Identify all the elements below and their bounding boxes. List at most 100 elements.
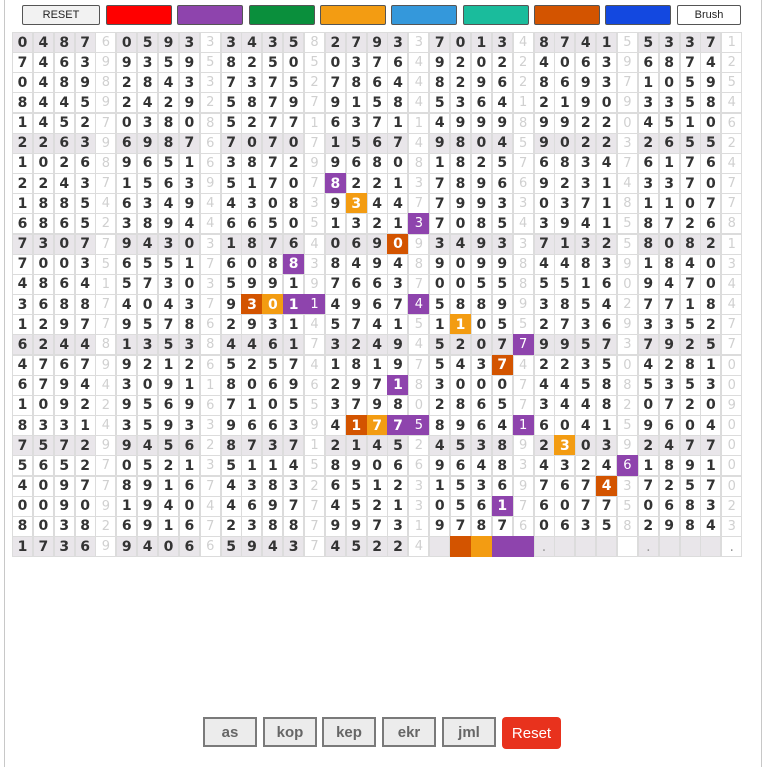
- grid-cell[interactable]: 9: [533, 112, 555, 134]
- grid-cell[interactable]: 2: [345, 173, 367, 195]
- separator-cell[interactable]: 7: [721, 334, 743, 356]
- separator-cell[interactable]: 9: [95, 495, 117, 517]
- grid-cell[interactable]: 7: [387, 415, 409, 437]
- separator-cell[interactable]: 4: [721, 273, 743, 295]
- separator-cell[interactable]: 9: [721, 394, 743, 416]
- grid-cell[interactable]: 1: [12, 536, 33, 557]
- grid-cell[interactable]: 0: [116, 32, 138, 53]
- grid-cell[interactable]: 9: [450, 415, 472, 437]
- grid-cell[interactable]: 6: [470, 92, 492, 114]
- grid-cell[interactable]: 4: [575, 213, 597, 235]
- grid-cell[interactable]: 9: [533, 132, 555, 154]
- grid-cell[interactable]: 8: [262, 515, 284, 537]
- grid-cell[interactable]: 8: [137, 213, 159, 235]
- grid-cell[interactable]: 8: [679, 354, 701, 376]
- grid-cell[interactable]: 5: [158, 334, 180, 356]
- grid-cell[interactable]: 8: [241, 233, 263, 255]
- grid-cell[interactable]: 5: [387, 435, 409, 457]
- separator-cell[interactable]: 5: [616, 233, 638, 255]
- grid-cell[interactable]: 3: [178, 415, 200, 437]
- separator-cell[interactable]: 4: [304, 233, 326, 255]
- grid-cell[interactable]: 4: [220, 495, 242, 517]
- separator-cell[interactable]: 2: [721, 52, 743, 74]
- grid-cell[interactable]: 9: [366, 233, 388, 255]
- grid-cell[interactable]: 8: [366, 152, 388, 174]
- grid-cell[interactable]: 6: [262, 415, 284, 437]
- separator-cell[interactable]: 7: [304, 132, 326, 154]
- grid-cell[interactable]: 9: [178, 92, 200, 114]
- grid-cell[interactable]: 9: [491, 294, 513, 316]
- separator-cell[interactable]: 3: [408, 32, 430, 53]
- grid-cell[interactable]: 4: [74, 374, 96, 396]
- grid-cell[interactable]: 9: [158, 374, 180, 396]
- grid-cell[interactable]: 7: [679, 152, 701, 174]
- grid-cell[interactable]: 4: [12, 475, 33, 497]
- grid-cell[interactable]: 0: [450, 253, 472, 275]
- grid-cell[interactable]: 5: [575, 374, 597, 396]
- grid-cell[interactable]: 9: [137, 475, 159, 497]
- grid-cell[interactable]: 4: [32, 112, 54, 134]
- grid-cell[interactable]: 3: [637, 314, 659, 336]
- grid-cell[interactable]: 0: [491, 374, 513, 396]
- grid-cell[interactable]: 9: [575, 92, 597, 114]
- grid-cell[interactable]: 1: [387, 495, 409, 517]
- grid-cell[interactable]: 1: [387, 374, 409, 396]
- separator-cell[interactable]: 6: [616, 455, 638, 477]
- grid-cell[interactable]: 4: [366, 435, 388, 457]
- separator-cell[interactable]: 9: [95, 92, 117, 114]
- grid-cell[interactable]: 2: [32, 314, 54, 336]
- grid-cell[interactable]: 9: [658, 515, 680, 537]
- brush-button[interactable]: Brush: [677, 5, 741, 25]
- separator-cell[interactable]: 2: [721, 132, 743, 154]
- grid-cell[interactable]: [596, 536, 618, 557]
- grid-cell[interactable]: 9: [74, 72, 96, 94]
- grid-cell[interactable]: 2: [220, 314, 242, 336]
- grid-cell[interactable]: 7: [32, 354, 54, 376]
- grid-cell[interactable]: 3: [575, 152, 597, 174]
- grid-cell[interactable]: 8: [53, 294, 75, 316]
- grid-cell[interactable]: 1: [12, 314, 33, 336]
- grid-cell[interactable]: 0: [554, 52, 576, 74]
- grid-cell[interactable]: 4: [554, 374, 576, 396]
- grid-cell[interactable]: 7: [366, 374, 388, 396]
- color-swatch[interactable]: [319, 5, 386, 25]
- separator-cell[interactable]: 8: [721, 213, 743, 235]
- grid-cell[interactable]: 8: [450, 173, 472, 195]
- grid-cell[interactable]: 3: [491, 193, 513, 215]
- grid-cell[interactable]: 8: [679, 515, 701, 537]
- separator-cell[interactable]: 1: [304, 435, 326, 457]
- grid-cell[interactable]: 5: [53, 455, 75, 477]
- grid-cell[interactable]: 7: [700, 193, 722, 215]
- grid-cell[interactable]: 2: [12, 173, 33, 195]
- grid-cell[interactable]: 4: [387, 72, 409, 94]
- separator-cell[interactable]: 4: [199, 495, 221, 517]
- grid-cell[interactable]: 9: [241, 536, 263, 557]
- grid-cell[interactable]: 1: [12, 152, 33, 174]
- grid-cell[interactable]: 6: [450, 455, 472, 477]
- grid-cell[interactable]: 4: [53, 334, 75, 356]
- grid-cell[interactable]: 8: [241, 152, 263, 174]
- grid-cell[interactable]: 6: [116, 253, 138, 275]
- grid-cell[interactable]: 0: [178, 495, 200, 517]
- grid-cell[interactable]: 6: [637, 152, 659, 174]
- grid-cell[interactable]: 3: [178, 32, 200, 53]
- grid-cell[interactable]: 2: [74, 435, 96, 457]
- grid-cell[interactable]: 9: [116, 354, 138, 376]
- separator-cell[interactable]: 4: [512, 32, 534, 53]
- grid-cell[interactable]: 4: [637, 354, 659, 376]
- grid-cell[interactable]: 7: [345, 394, 367, 416]
- grid-cell[interactable]: 4: [32, 92, 54, 114]
- separator-cell[interactable]: 9: [95, 132, 117, 154]
- grid-cell[interactable]: 2: [658, 354, 680, 376]
- grid-cell[interactable]: 7: [32, 374, 54, 396]
- grid-cell[interactable]: 2: [637, 515, 659, 537]
- grid-cell[interactable]: 8: [283, 515, 305, 537]
- separator-cell[interactable]: 4: [408, 72, 430, 94]
- grid-cell[interactable]: 0: [637, 394, 659, 416]
- grid-cell[interactable]: 2: [137, 354, 159, 376]
- separator-cell[interactable]: 4: [408, 52, 430, 74]
- separator-cell[interactable]: 7: [721, 173, 743, 195]
- grid-cell[interactable]: 6: [74, 536, 96, 557]
- grid-cell[interactable]: 4: [74, 334, 96, 356]
- grid-cell[interactable]: 8: [679, 233, 701, 255]
